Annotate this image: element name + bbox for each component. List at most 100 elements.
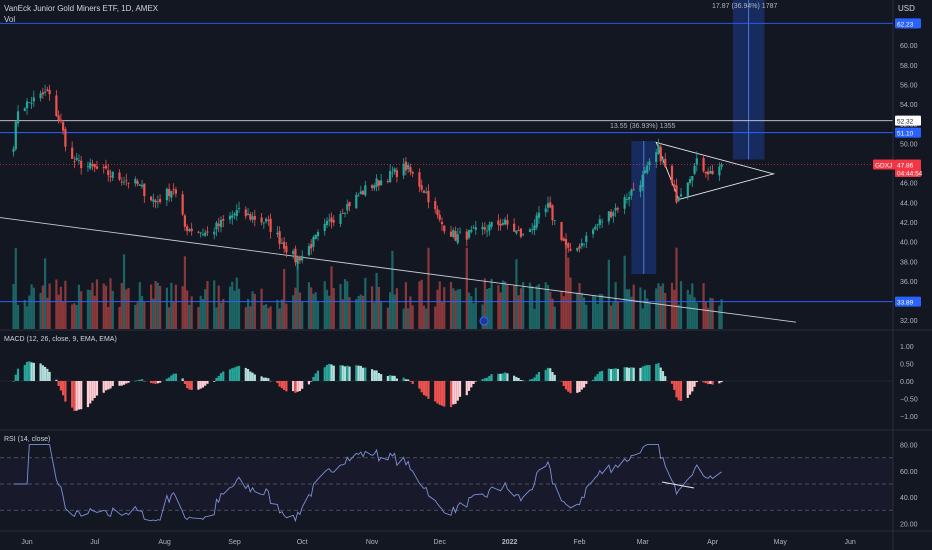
- candle-body[interactable]: [648, 161, 651, 166]
- candle-body[interactable]: [28, 102, 31, 104]
- candle-body[interactable]: [296, 256, 299, 264]
- candle-body[interactable]: [235, 210, 238, 217]
- candle-body[interactable]: [152, 199, 155, 202]
- candle-body[interactable]: [411, 171, 414, 174]
- candle-body[interactable]: [612, 212, 615, 216]
- candle-body[interactable]: [646, 165, 649, 173]
- candle-body[interactable]: [283, 241, 286, 249]
- candle-body[interactable]: [127, 182, 130, 184]
- candle-body[interactable]: [16, 111, 20, 124]
- candle-body[interactable]: [616, 208, 619, 210]
- candle-body[interactable]: [339, 213, 342, 224]
- candle-body[interactable]: [341, 212, 344, 214]
- candle-body[interactable]: [569, 248, 572, 251]
- candle-body[interactable]: [639, 185, 642, 192]
- candle-body[interactable]: [57, 115, 60, 120]
- candle-body[interactable]: [204, 232, 207, 236]
- candle-body[interactable]: [228, 215, 232, 220]
- rsi-title[interactable]: RSI (14, close): [4, 436, 50, 443]
- candle-body[interactable]: [688, 179, 692, 184]
- candle-body[interactable]: [704, 171, 707, 174]
- candle-body[interactable]: [298, 256, 302, 261]
- candle-body[interactable]: [159, 199, 162, 202]
- candle-body[interactable]: [625, 199, 629, 200]
- candle-body[interactable]: [380, 180, 383, 186]
- candle-body[interactable]: [706, 171, 710, 175]
- candle-body[interactable]: [269, 218, 272, 232]
- candle-body[interactable]: [280, 243, 283, 244]
- candle-body[interactable]: [718, 166, 721, 176]
- candle-body[interactable]: [330, 217, 333, 223]
- candle-body[interactable]: [73, 161, 76, 163]
- candle-body[interactable]: [582, 243, 586, 245]
- candle-body[interactable]: [107, 170, 110, 176]
- candle-body[interactable]: [140, 185, 144, 187]
- candle-body[interactable]: [711, 171, 714, 174]
- candle-body[interactable]: [136, 181, 139, 185]
- candle-body[interactable]: [425, 191, 428, 193]
- candle-body[interactable]: [168, 188, 171, 197]
- candle-body[interactable]: [513, 223, 516, 232]
- candle-body[interactable]: [472, 227, 475, 229]
- candle-body[interactable]: [343, 212, 347, 214]
- candle-body[interactable]: [278, 231, 281, 244]
- candle-body[interactable]: [591, 229, 595, 235]
- candle-body[interactable]: [623, 197, 626, 209]
- candle-body[interactable]: [686, 182, 689, 197]
- candle-body[interactable]: [361, 190, 365, 195]
- candle-body[interactable]: [549, 202, 552, 208]
- candle-body[interactable]: [373, 185, 376, 189]
- candle-body[interactable]: [564, 239, 568, 246]
- candle-body[interactable]: [560, 222, 563, 241]
- candle-body[interactable]: [607, 211, 610, 222]
- candle-body[interactable]: [62, 122, 65, 131]
- triangle-pattern[interactable]: [655, 141, 776, 200]
- candle-body[interactable]: [80, 160, 83, 169]
- candle-body[interactable]: [276, 232, 279, 235]
- candle-body[interactable]: [393, 168, 396, 172]
- candle-body[interactable]: [677, 197, 680, 201]
- candle-body[interactable]: [720, 164, 723, 167]
- candle-body[interactable]: [359, 191, 362, 195]
- candle-body[interactable]: [170, 190, 173, 198]
- candle-body[interactable]: [693, 165, 696, 174]
- candle-body[interactable]: [346, 204, 349, 211]
- candle-body[interactable]: [440, 221, 444, 225]
- candle-body[interactable]: [233, 213, 236, 215]
- candle-body[interactable]: [454, 231, 457, 241]
- candle-body[interactable]: [517, 230, 520, 231]
- rsi-line[interactable]: [13, 444, 722, 523]
- candle-body[interactable]: [188, 229, 191, 231]
- candle-body[interactable]: [655, 152, 658, 162]
- candle-body[interactable]: [659, 146, 662, 162]
- candle-body[interactable]: [443, 225, 446, 232]
- candle-body[interactable]: [377, 180, 380, 186]
- price-pane[interactable]: [0, 0, 893, 329]
- candle-body[interactable]: [260, 217, 263, 223]
- candle-body[interactable]: [44, 91, 47, 93]
- candle-body[interactable]: [59, 119, 62, 122]
- candle-body[interactable]: [364, 185, 367, 196]
- candle-body[interactable]: [118, 172, 121, 180]
- candle-body[interactable]: [267, 219, 270, 221]
- candle-body[interactable]: [307, 246, 311, 256]
- candle-body[interactable]: [452, 230, 455, 238]
- candle-body[interactable]: [122, 181, 126, 183]
- candle-body[interactable]: [149, 196, 153, 201]
- macd-title[interactable]: MACD (12, 26, close, 9, EMA, EMA): [4, 336, 117, 343]
- candle-body[interactable]: [499, 223, 502, 226]
- candle-body[interactable]: [183, 215, 187, 227]
- candle-body[interactable]: [134, 179, 137, 184]
- candle-body[interactable]: [301, 255, 304, 261]
- time-axis[interactable]: Jun Jul Aug Sep Oct Nov Dec 2022 Feb Mar Apr May Jun: [21, 539, 855, 546]
- candle-body[interactable]: [328, 219, 331, 221]
- candle-body[interactable]: [675, 185, 678, 203]
- candle-body[interactable]: [427, 190, 430, 203]
- candle-body[interactable]: [546, 203, 550, 208]
- candle-body[interactable]: [709, 171, 712, 174]
- candle-body[interactable]: [46, 89, 49, 91]
- candle-body[interactable]: [48, 89, 51, 95]
- candle-body[interactable]: [488, 224, 491, 231]
- candle-body[interactable]: [14, 121, 17, 150]
- candle-body[interactable]: [199, 232, 202, 234]
